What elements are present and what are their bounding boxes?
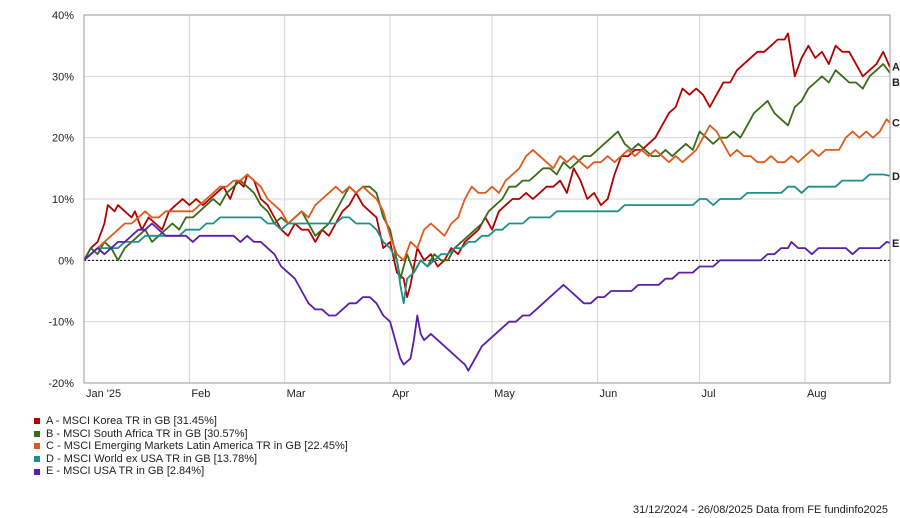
source-footer: 31/12/2024 - 26/08/2025 Data from FE fun… (632, 504, 888, 516)
x-axis-ticks: Jan '25 Feb Mar Apr May Jun Jul Aug (86, 388, 827, 400)
x-tick-label: Jun (600, 388, 618, 400)
series-line-b (83, 63, 891, 280)
legend: A - MSCI Korea TR in GB [31.45%] B - MSCI… (34, 415, 348, 478)
x-tick-label: May (494, 388, 515, 400)
y-axis-ticks: 40% 30% 20% 10% 0% -10% -20% (48, 10, 74, 390)
legend-label: C - MSCI Emerging Markets Latin America … (46, 440, 348, 453)
x-tick-label: Mar (287, 388, 306, 400)
legend-item: A - MSCI Korea TR in GB [31.45%] (34, 415, 348, 428)
legend-item: C - MSCI Emerging Markets Latin America … (34, 440, 348, 453)
legend-item: D - MSCI World ex USA TR in GB [13.78%] (34, 453, 348, 466)
legend-label: B - MSCI South Africa TR in GB [30.57%] (46, 427, 248, 440)
y-tick-label: 0% (58, 255, 74, 267)
legend-swatch (34, 468, 40, 475)
legend-swatch (34, 430, 40, 437)
plot-frame (83, 14, 891, 384)
legend-label: D - MSCI World ex USA TR in GB [13.78%] (46, 452, 258, 465)
legend-label: E - MSCI USA TR in GB [2.84%] (46, 465, 205, 478)
series-end-label-b: B (892, 77, 900, 89)
series-line-d (83, 173, 891, 305)
series-line-c (83, 118, 891, 262)
series-line-e (83, 222, 891, 372)
y-tick-label: 30% (52, 71, 74, 83)
legend-swatch (34, 443, 40, 450)
legend-item: B - MSCI South Africa TR in GB [30.57%] (34, 428, 348, 441)
legend-item: E - MSCI USA TR in GB [2.84%] (34, 465, 348, 478)
y-tick-label: 40% (52, 10, 74, 22)
y-tick-label: 20% (52, 133, 74, 145)
series-end-label-e: E (892, 238, 899, 250)
series-line-a (83, 32, 891, 298)
y-tick-label: 10% (52, 194, 74, 206)
x-tick-label: Apr (392, 388, 409, 400)
series-end-labels: AB C D E (892, 61, 900, 249)
series-lines (83, 32, 891, 372)
line-chart: 40% 30% 20% 10% 0% -10% -20% Jan '25 Feb Mar Apr M… (48, 10, 900, 400)
y-tick-label: -20% (48, 378, 74, 390)
x-tick-label: Jul (702, 388, 716, 400)
legend-label: A - MSCI Korea TR in GB [31.45%] (46, 415, 217, 427)
y-tick-label: -10% (48, 317, 74, 329)
x-tick-label: Aug (807, 388, 827, 400)
series-end-label-d: D (892, 171, 900, 183)
legend-swatch (34, 418, 40, 425)
series-end-label-a: A (892, 61, 900, 73)
x-tick-label: Feb (191, 388, 210, 400)
x-tick-label: Jan '25 (86, 388, 121, 400)
grid-lines (83, 14, 890, 384)
series-end-label-c: C (892, 118, 900, 130)
legend-swatch (34, 456, 40, 463)
